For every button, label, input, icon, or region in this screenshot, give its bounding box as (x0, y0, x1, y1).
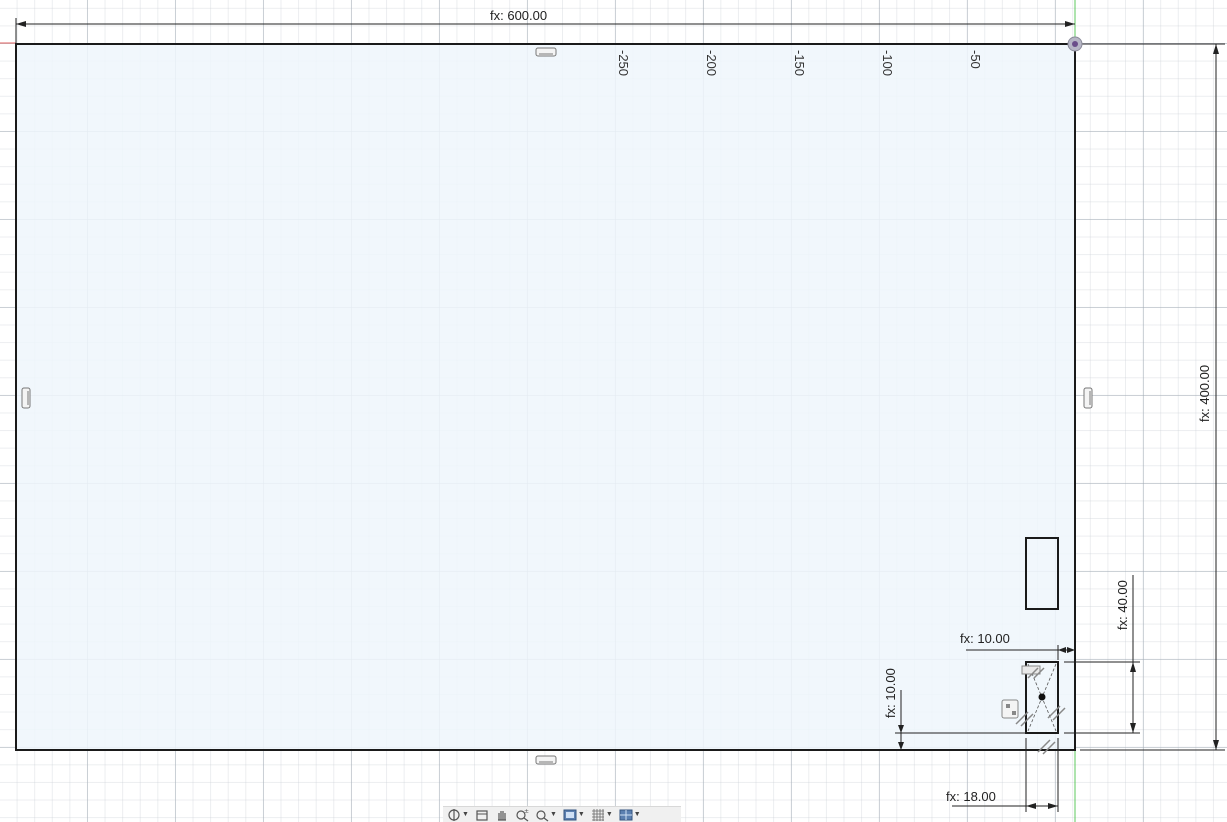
coincident-constraint-icon[interactable] (1001, 699, 1019, 719)
parallel-constraint-icon[interactable] (1015, 711, 1034, 727)
look-at-icon[interactable] (475, 808, 489, 822)
hole-offset-x-dimension[interactable]: fx: 10.00 (960, 631, 1075, 660)
ruler-label: -200 (704, 50, 719, 76)
navigation-toolbar: ▼ ± ▼ ▼ ▼ ▼ (443, 806, 681, 822)
horizontal-constraint-icon[interactable] (535, 755, 557, 765)
pan-icon[interactable] (495, 808, 509, 822)
hole-width-dimension[interactable]: fx: 18.00 (946, 738, 1059, 812)
ruler-label: -150 (792, 50, 807, 76)
hole-offset-y-dimension[interactable]: fx: 10.00 (883, 668, 1026, 750)
center-point[interactable] (1038, 693, 1046, 701)
width-dimension[interactable]: fx: 600.00 (15, 8, 1075, 43)
slot-rectangle-lower[interactable] (1025, 661, 1059, 734)
horizontal-constraint-icon[interactable] (535, 47, 557, 57)
plate-profile[interactable] (15, 43, 1076, 751)
hole-offset-y-label[interactable]: fx: 10.00 (883, 668, 898, 718)
hole-height-label[interactable]: fx: 40.00 (1115, 580, 1130, 630)
orbit-icon[interactable]: ▼ (447, 808, 469, 822)
hole-offset-x-label[interactable]: fx: 10.00 (960, 631, 1010, 646)
ruler-label: -50 (968, 50, 983, 69)
height-dimension[interactable]: fx: 400.00 (1080, 43, 1225, 751)
grid-settings-icon[interactable]: ▼ (591, 808, 613, 822)
slot-rectangle-upper[interactable] (1025, 537, 1059, 610)
height-dimension-label[interactable]: fx: 400.00 (1197, 365, 1212, 422)
parallel-constraint-icon[interactable] (1047, 705, 1066, 721)
svg-text:±: ± (524, 808, 529, 815)
display-settings-icon[interactable]: ▼ (563, 808, 585, 822)
ruler-label: -250 (616, 50, 631, 76)
hole-height-dimension[interactable]: fx: 40.00 (1064, 575, 1140, 734)
parallel-constraint-icon[interactable] (1037, 739, 1056, 755)
vertical-constraint-icon[interactable] (1083, 387, 1093, 409)
origin-point-icon[interactable] (1067, 36, 1083, 52)
zoom-icon[interactable]: ± (515, 808, 529, 822)
width-dimension-label[interactable]: fx: 600.00 (490, 8, 547, 23)
parallel-constraint-icon[interactable] (1021, 665, 1045, 679)
viewports-icon[interactable]: ▼ (619, 808, 641, 822)
fit-icon[interactable]: ▼ (535, 808, 557, 822)
ruler-label: -100 (880, 50, 895, 76)
hole-width-label[interactable]: fx: 18.00 (946, 789, 996, 804)
vertical-constraint-icon[interactable] (21, 387, 31, 409)
